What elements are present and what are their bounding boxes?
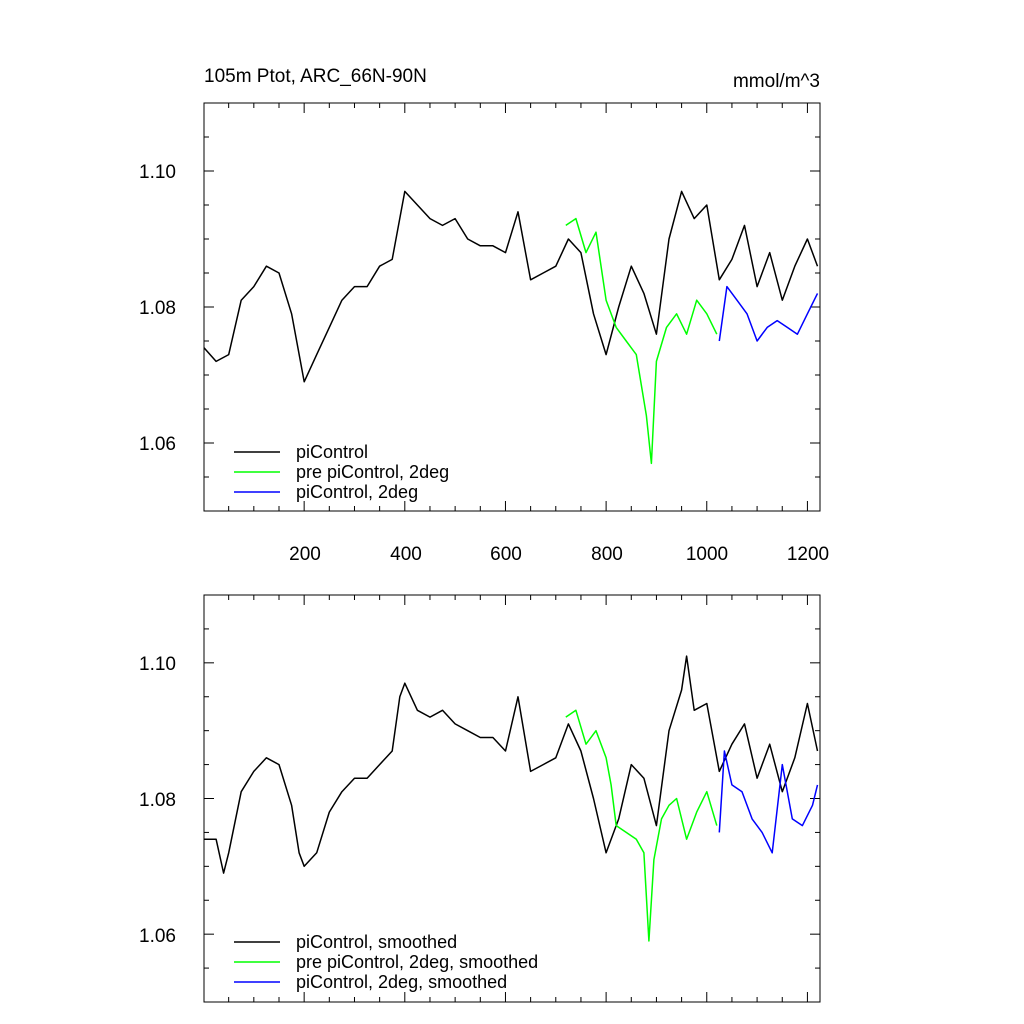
legend-label-picontrol-2deg: piControl, 2deg bbox=[296, 482, 418, 502]
bottom-series-line-picontrol-smoothed bbox=[204, 655, 819, 874]
top-series-line-pre-picontrol-2deg bbox=[565, 217, 718, 465]
top-legend: piControl pre piControl, 2deg piControl,… bbox=[234, 442, 449, 502]
top-y-tick-label: 1.08 bbox=[139, 298, 176, 319]
bottom-series-line-pre-picontrol-2deg-smoothed bbox=[565, 709, 718, 942]
bottom-legend: piControl, smoothed pre piControl, 2deg,… bbox=[234, 932, 538, 992]
bottom-panel: 1.06 1.08 1.10 piControl, smoothed pre p… bbox=[139, 594, 821, 1003]
legend-label-pre-picontrol-2deg-smoothed: pre piControl, 2deg, smoothed bbox=[296, 952, 538, 972]
bottom-y-tick-label: 1.10 bbox=[139, 654, 176, 675]
top-series-line-picontrol bbox=[203, 190, 819, 383]
top-y-tick-label: 1.06 bbox=[139, 434, 176, 455]
bottom-y-tick-label: 1.06 bbox=[139, 926, 176, 947]
top-x-tick-label: 200 bbox=[289, 544, 321, 565]
bottom-y-tick-label: 1.08 bbox=[139, 790, 176, 811]
bottom-series-line-picontrol-2deg-smoothed bbox=[718, 750, 819, 854]
top-x-tick-label: 1000 bbox=[686, 544, 728, 565]
top-y-tick-label: 1.10 bbox=[139, 162, 176, 183]
legend-label-picontrol-2deg-smoothed: piControl, 2deg, smoothed bbox=[296, 972, 507, 992]
top-chart-units: mmol/m^3 bbox=[733, 71, 820, 92]
top-x-tick-label: 1200 bbox=[787, 544, 829, 565]
top-x-tick-label: 600 bbox=[490, 544, 522, 565]
top-series-line-picontrol-2deg bbox=[718, 285, 819, 342]
top-panel: 105m Ptot, ARC_66N-90N mmol/m^3 1.06 1.0… bbox=[139, 66, 829, 565]
top-x-tick-label: 800 bbox=[591, 544, 623, 565]
legend-label-picontrol: piControl bbox=[296, 442, 368, 462]
top-chart-title: 105m Ptot, ARC_66N-90N bbox=[204, 66, 427, 87]
legend-label-pre-picontrol-2deg: pre piControl, 2deg bbox=[296, 462, 449, 482]
top-x-tick-label: 400 bbox=[390, 544, 422, 565]
legend-label-picontrol-smoothed: piControl, smoothed bbox=[296, 932, 457, 952]
